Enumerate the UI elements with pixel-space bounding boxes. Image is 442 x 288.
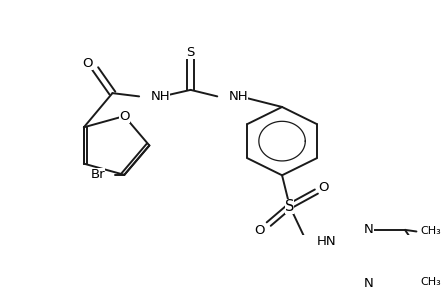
- Text: CH₃: CH₃: [420, 277, 441, 287]
- Text: Br: Br: [91, 168, 105, 181]
- Text: S: S: [187, 46, 195, 59]
- Text: NH: NH: [229, 90, 248, 103]
- Text: CH₃: CH₃: [420, 226, 441, 236]
- Text: N: N: [364, 223, 373, 236]
- Text: O: O: [319, 181, 329, 194]
- Text: N: N: [364, 277, 373, 288]
- Text: S: S: [285, 199, 294, 214]
- Text: O: O: [119, 109, 130, 123]
- Text: HN: HN: [316, 236, 336, 249]
- Text: NH: NH: [151, 90, 170, 103]
- Text: O: O: [254, 224, 264, 237]
- Text: O: O: [82, 57, 93, 70]
